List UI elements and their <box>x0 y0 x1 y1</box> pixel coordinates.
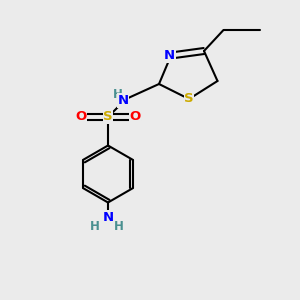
Text: N: N <box>102 211 114 224</box>
Text: H: H <box>90 220 99 233</box>
Text: S: S <box>103 110 113 124</box>
Text: O: O <box>129 110 141 124</box>
Text: N: N <box>164 49 175 62</box>
Text: H: H <box>113 88 122 101</box>
Text: O: O <box>75 110 87 124</box>
Text: S: S <box>184 92 194 106</box>
Text: N: N <box>117 94 129 107</box>
Text: H: H <box>114 220 123 233</box>
